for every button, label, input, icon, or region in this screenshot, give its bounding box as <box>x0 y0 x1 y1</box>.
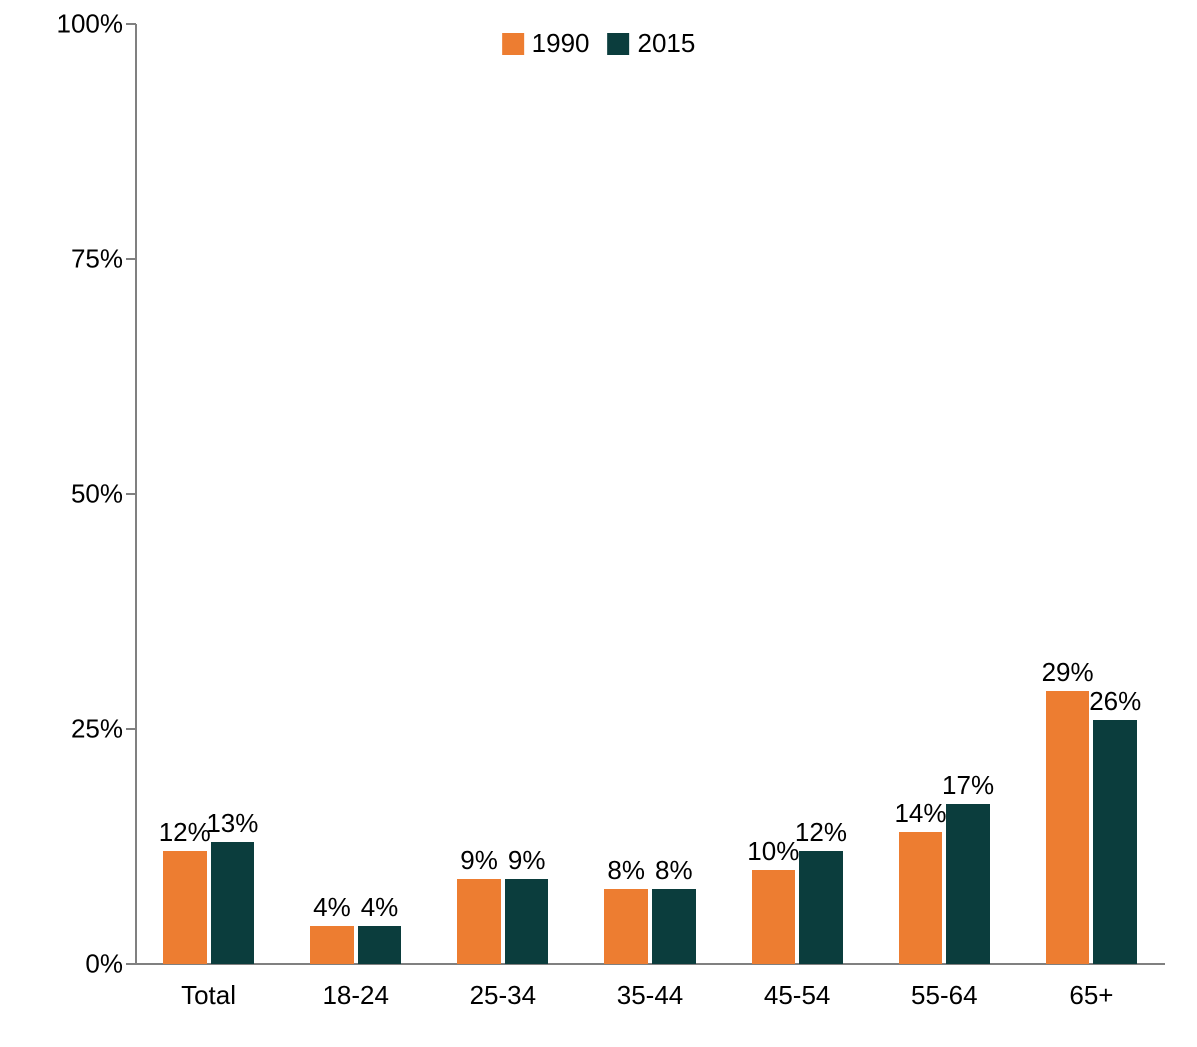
data-label: 26% <box>1089 686 1141 717</box>
y-tick-label: 50% <box>71 479 123 510</box>
chart-bar <box>1046 691 1090 964</box>
x-tick-label: 45-54 <box>764 980 831 1011</box>
data-label: 9% <box>460 845 498 876</box>
data-label: 12% <box>795 817 847 848</box>
data-label: 12% <box>159 817 211 848</box>
x-tick-label: 25-34 <box>470 980 537 1011</box>
chart-bar <box>163 851 207 964</box>
bar-chart: 1990 2015 0%25%50%75%100% Total18-2425-3… <box>0 0 1197 1047</box>
y-tick-label: 75% <box>71 244 123 275</box>
data-label: 8% <box>607 855 645 886</box>
y-tick-label: 25% <box>71 714 123 745</box>
chart-bar <box>505 879 549 964</box>
x-tick-label: 65+ <box>1069 980 1113 1011</box>
chart-bar <box>752 870 796 964</box>
chart-bar <box>946 804 990 964</box>
chart-bar <box>211 842 255 964</box>
chart-bars <box>135 24 1165 964</box>
chart-bar <box>899 832 943 964</box>
data-label: 8% <box>655 855 693 886</box>
chart-bar <box>652 889 696 964</box>
chart-bar <box>457 879 501 964</box>
chart-bar <box>1093 720 1137 964</box>
data-label: 17% <box>942 770 994 801</box>
data-label: 14% <box>894 798 946 829</box>
x-tick-label: 35-44 <box>617 980 684 1011</box>
chart-bar <box>604 889 648 964</box>
x-tick-label: Total <box>181 980 236 1011</box>
data-label: 9% <box>508 845 546 876</box>
y-tick-label: 0% <box>85 949 123 980</box>
data-label: 13% <box>206 808 258 839</box>
chart-bar <box>310 926 354 964</box>
data-label: 10% <box>747 836 799 867</box>
data-label: 4% <box>313 892 351 923</box>
data-label: 29% <box>1042 657 1094 688</box>
y-tick-label: 100% <box>57 9 124 40</box>
x-tick-label: 18-24 <box>322 980 389 1011</box>
data-label: 4% <box>361 892 399 923</box>
chart-bar <box>799 851 843 964</box>
chart-bar <box>358 926 402 964</box>
x-tick-label: 55-64 <box>911 980 978 1011</box>
